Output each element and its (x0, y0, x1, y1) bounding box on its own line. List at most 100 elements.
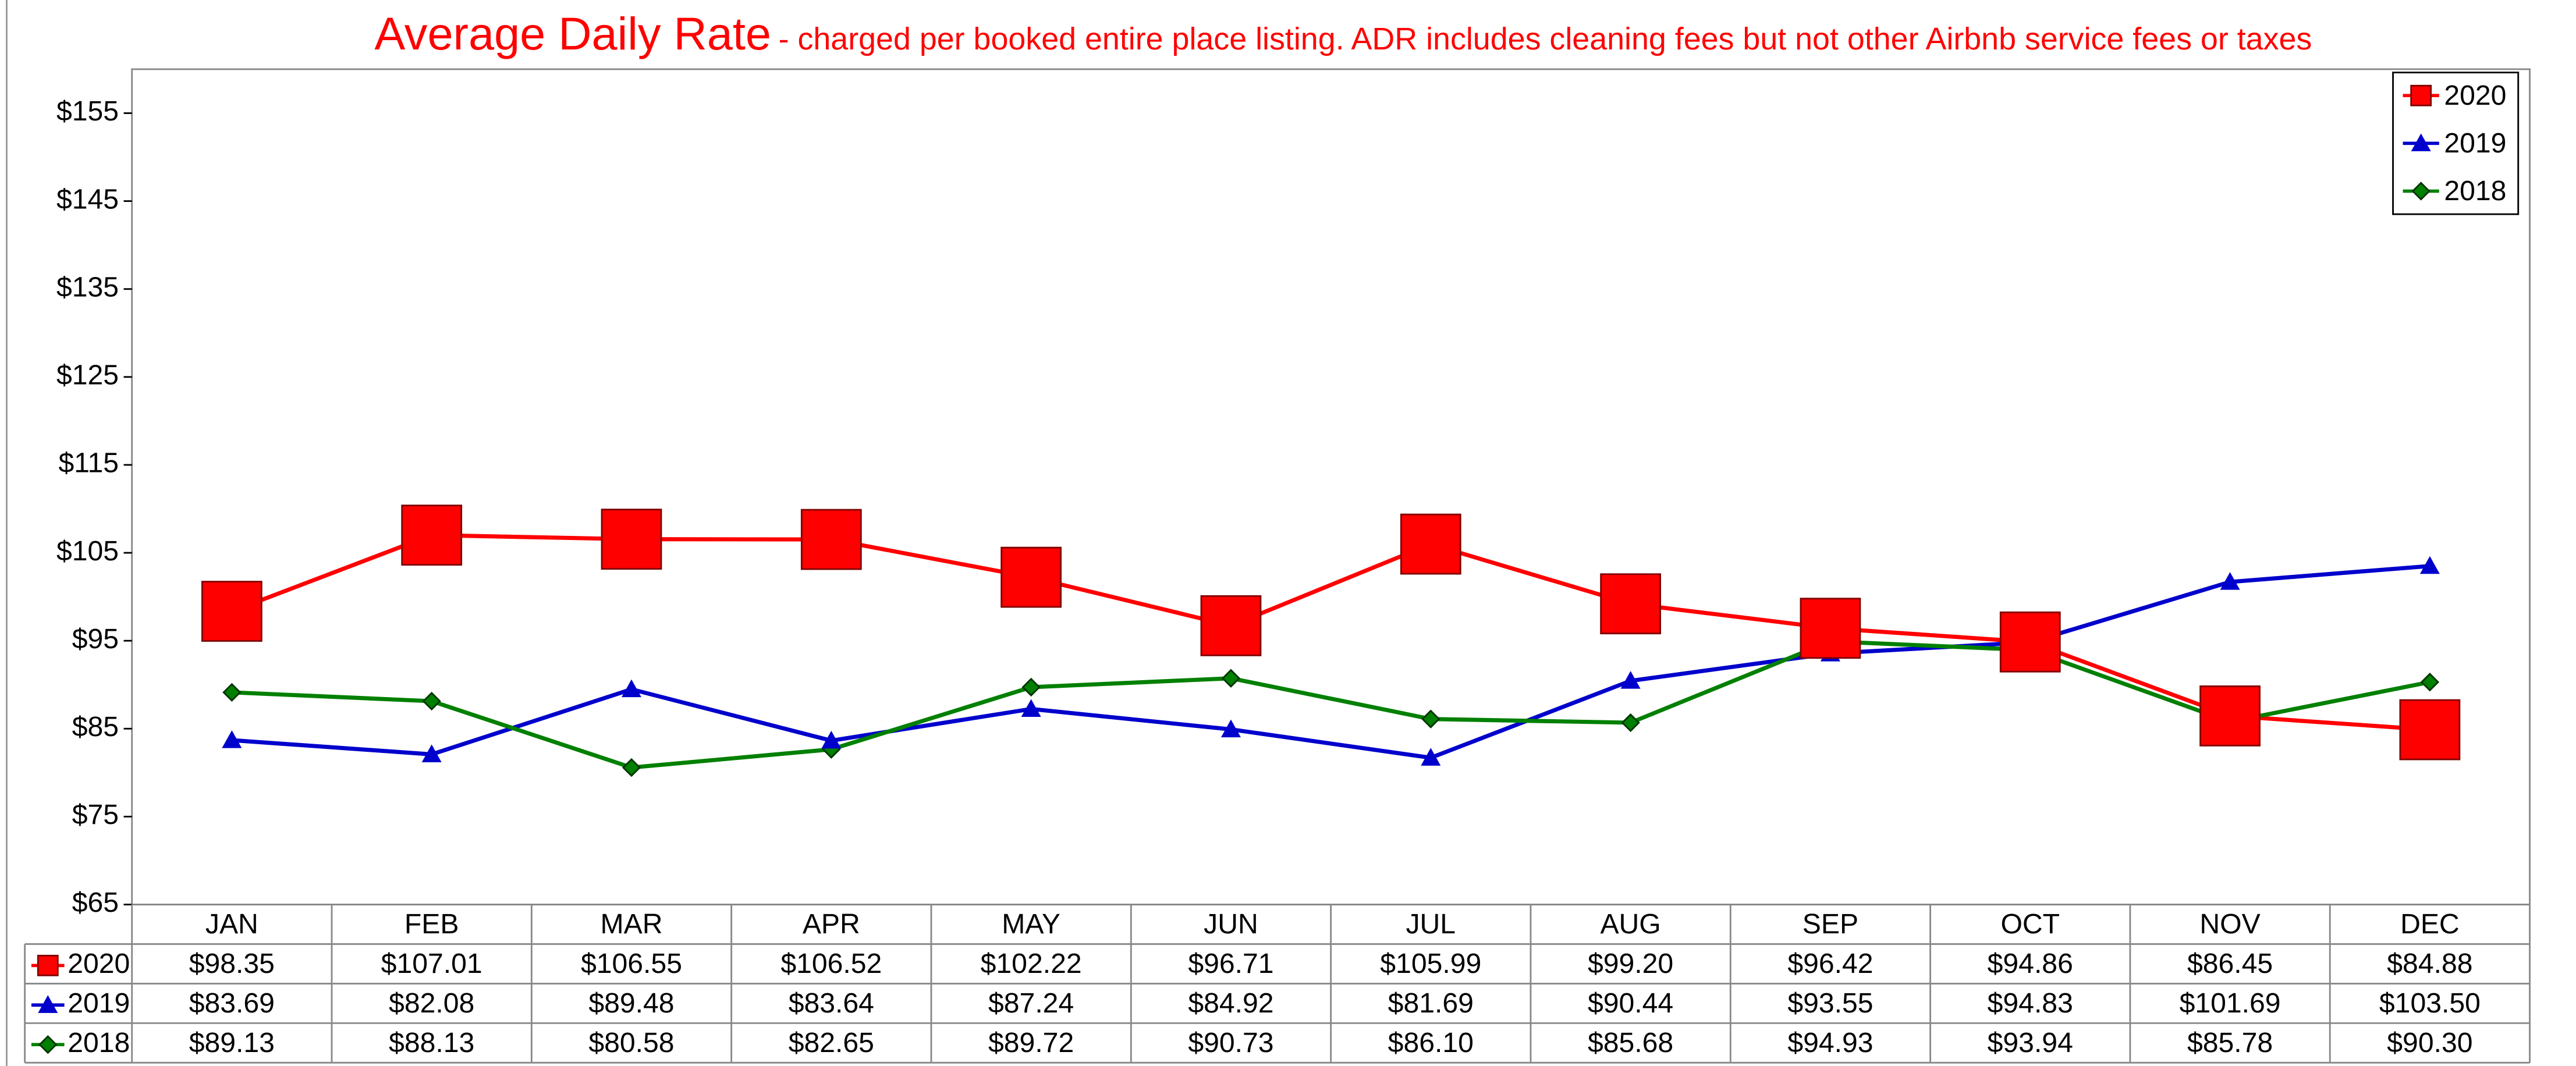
marker (1000, 546, 1062, 608)
x-tick-label: NOV (2199, 908, 2260, 940)
table-cell: $93.55 (1787, 987, 1873, 1019)
marker (1200, 595, 1262, 656)
x-tick-label: JUL (1406, 908, 1456, 940)
title-block: Average Daily Rate - charged per booked … (281, 13, 2407, 65)
table-row-label: 2019 (68, 987, 130, 1019)
table-legend-marker (37, 954, 59, 976)
x-tick-label: FEB (405, 908, 459, 940)
marker (222, 730, 242, 748)
plot-area (131, 68, 2531, 905)
table-cell: $106.52 (780, 948, 882, 979)
table-cell: $80.58 (588, 1027, 674, 1058)
table-cell: $90.30 (2387, 1027, 2472, 1058)
y-tick-label: $145 (56, 183, 119, 215)
marker (1600, 573, 1661, 635)
y-tick-label: $95 (72, 623, 119, 655)
table-cell: $85.78 (2187, 1027, 2273, 1058)
x-tick-label: MAR (601, 908, 663, 940)
table-cell: $89.13 (189, 1027, 275, 1058)
marker (601, 509, 662, 570)
table-cell: $96.71 (1188, 948, 1273, 979)
table-cell: $85.68 (1588, 1027, 1673, 1058)
series-line (232, 564, 2430, 760)
marker (2399, 699, 2461, 761)
chart-subtitle: - charged per booked entire place listin… (778, 23, 2312, 58)
table-cell: $102.22 (981, 948, 1082, 979)
table-cell: $84.88 (2387, 948, 2472, 979)
marker (622, 758, 641, 777)
table-cell: $82.65 (789, 1027, 874, 1058)
marker (800, 509, 862, 570)
y-tick-label: $155 (56, 95, 119, 127)
table-cell: $82.08 (389, 987, 474, 1019)
marker (1400, 513, 1461, 575)
table-cell: $84.92 (1188, 987, 1273, 1019)
marker (2420, 673, 2440, 692)
y-tick-label: $115 (59, 447, 119, 479)
table-row-label: 2018 (68, 1027, 130, 1058)
table-cell: $86.45 (2187, 948, 2273, 979)
table-cell: $90.73 (1188, 1027, 1273, 1058)
x-tick-label: OCT (2000, 908, 2060, 940)
x-tick-label: JAN (205, 908, 258, 940)
table-cell: $94.93 (1787, 1027, 1873, 1058)
chart-title: Average Daily Rate (374, 13, 772, 59)
marker (222, 683, 242, 702)
y-tick-label: $85 (72, 711, 119, 742)
table-cell: $103.50 (2379, 987, 2481, 1019)
table-cell: $107.01 (381, 948, 482, 979)
marker (1800, 598, 1861, 659)
x-tick-label: SEP (1803, 908, 1858, 940)
marker (1021, 677, 1041, 697)
table-cell: $90.44 (1588, 987, 1673, 1019)
marker (2220, 572, 2240, 590)
table-cell: $89.48 (588, 987, 674, 1019)
marker (422, 691, 441, 711)
table-cell: $83.69 (189, 987, 275, 1019)
x-tick-label: AUG (1600, 908, 1660, 940)
table-cell: $94.86 (1988, 948, 2073, 979)
y-tick-label: $65 (72, 887, 119, 918)
marker (421, 744, 442, 762)
marker (1021, 699, 1041, 717)
y-tick-label: $135 (56, 271, 119, 303)
table-legend-marker (38, 995, 58, 1013)
table-cell: $83.64 (789, 987, 874, 1019)
marker (2419, 556, 2440, 574)
marker (821, 730, 842, 749)
series-line (231, 533, 2430, 732)
table-cell: $106.55 (581, 948, 682, 979)
table-cell: $88.13 (389, 1027, 474, 1058)
marker (1421, 709, 1440, 729)
table-cell: $93.94 (1988, 1027, 2073, 1058)
marker (401, 504, 463, 566)
marker (201, 581, 262, 642)
marker (1421, 748, 1441, 766)
y-tick-label: $105 (56, 535, 119, 567)
x-tick-label: DEC (2400, 908, 2460, 940)
marker (1221, 669, 1241, 688)
legend-label: 2019 (2444, 127, 2506, 159)
marker (2199, 685, 2261, 747)
table-cell: $105.99 (1380, 948, 1481, 979)
table-legend-marker (38, 1035, 58, 1054)
legend-marker (2411, 133, 2431, 151)
table-cell: $81.69 (1388, 987, 1474, 1019)
series-line (232, 639, 2430, 770)
table-cell: $89.72 (988, 1027, 1074, 1058)
marker (1620, 671, 1641, 689)
legend-label: 2018 (2444, 175, 2506, 207)
y-tick-label: $125 (56, 360, 119, 391)
marker (1220, 719, 1241, 738)
legend-label: 2020 (2444, 80, 2506, 111)
table-cell: $99.20 (1588, 948, 1673, 979)
title-box: Average Daily Rate - charged per booked … (281, 13, 2407, 65)
x-tick-label: MAY (1002, 908, 1060, 940)
legend-marker (2410, 84, 2432, 106)
table-row-label: 2020 (68, 948, 130, 979)
table-cell: $101.69 (2180, 987, 2281, 1019)
marker (622, 679, 641, 698)
table-cell: $86.10 (1388, 1027, 1474, 1058)
